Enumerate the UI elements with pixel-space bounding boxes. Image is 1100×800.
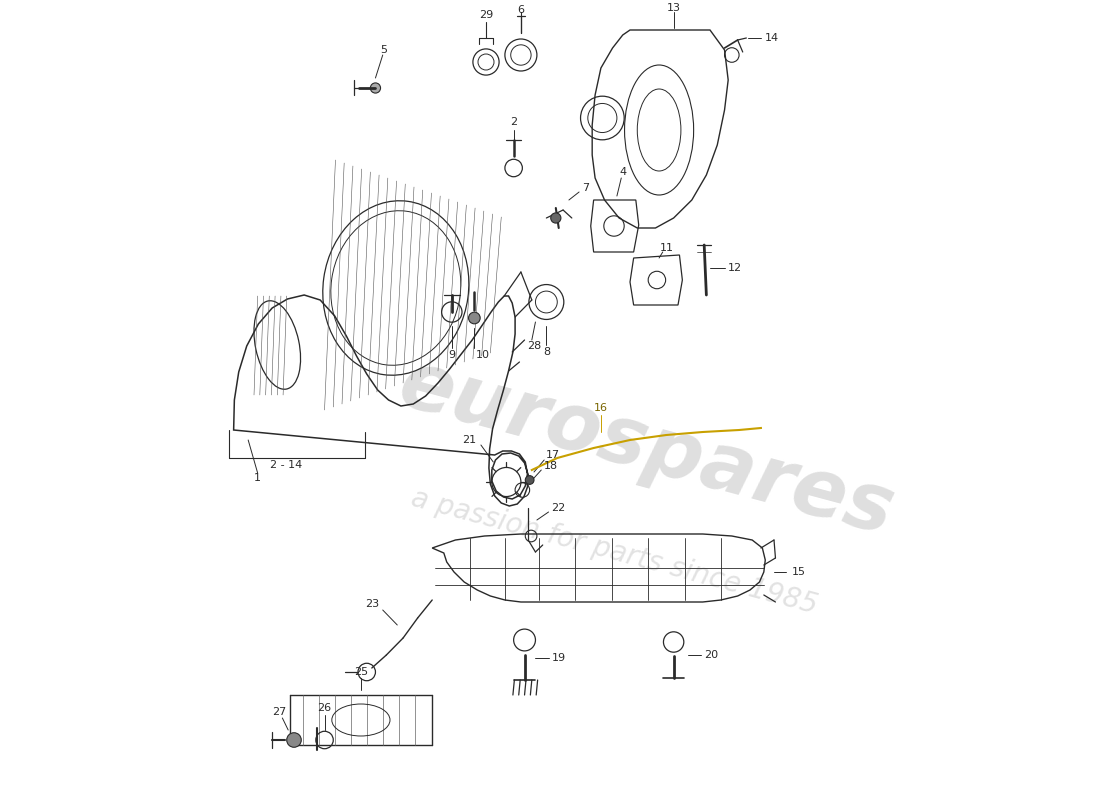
Text: eurospares: eurospares [390, 345, 902, 551]
Text: 9: 9 [449, 350, 455, 360]
Circle shape [526, 476, 534, 484]
Text: 15: 15 [792, 567, 805, 577]
Circle shape [469, 312, 481, 324]
Text: 17: 17 [546, 450, 560, 460]
Text: 19: 19 [551, 653, 565, 663]
Text: a passion for parts since 1985: a passion for parts since 1985 [408, 484, 821, 620]
Text: 22: 22 [551, 503, 565, 513]
Text: 8: 8 [542, 347, 550, 357]
Text: 13: 13 [667, 3, 681, 13]
Text: 2: 2 [510, 117, 517, 127]
Text: 14: 14 [764, 33, 779, 43]
Text: 12: 12 [728, 263, 743, 273]
Text: 10: 10 [476, 350, 490, 360]
Text: 11: 11 [659, 243, 673, 253]
Circle shape [551, 213, 561, 223]
Text: 20: 20 [704, 650, 718, 660]
Text: 16: 16 [594, 403, 608, 413]
Text: 29: 29 [478, 10, 493, 20]
Circle shape [371, 83, 381, 93]
Text: 18: 18 [544, 461, 559, 471]
Text: 1: 1 [254, 473, 261, 483]
Circle shape [287, 733, 301, 747]
Text: 26: 26 [318, 703, 331, 713]
Text: 23: 23 [365, 599, 380, 609]
Text: 6: 6 [517, 5, 525, 15]
Text: 2 - 14: 2 - 14 [270, 460, 302, 470]
Text: 28: 28 [527, 341, 541, 351]
Text: 27: 27 [273, 707, 287, 717]
Text: 4: 4 [619, 167, 626, 177]
Text: 25: 25 [354, 667, 368, 677]
Text: 21: 21 [462, 435, 476, 445]
Text: 7: 7 [582, 183, 590, 193]
Text: 5: 5 [381, 45, 387, 55]
